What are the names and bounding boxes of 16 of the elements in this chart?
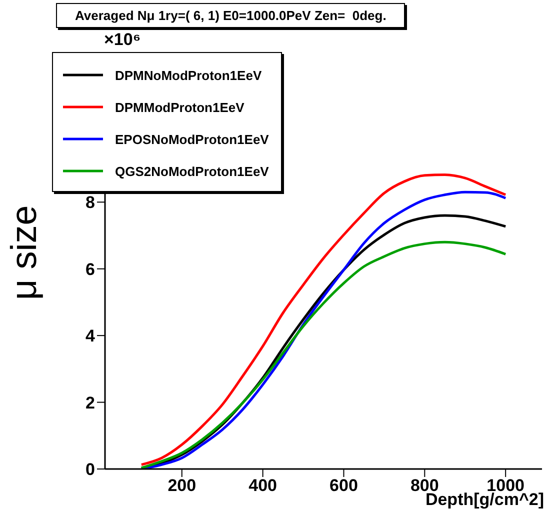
x-tick-label: 400 — [248, 476, 277, 496]
y-tick-label: 2 — [86, 393, 95, 412]
y-tick-label: 4 — [86, 326, 96, 346]
legend-label: DPMModProton1EeV — [115, 100, 244, 114]
y-tick-label: 6 — [86, 260, 95, 279]
y-axis-title: μ size — [2, 205, 45, 300]
legend-label: EPOSNoModProton1EeV — [115, 132, 269, 146]
text: ×10⁶ — [104, 30, 141, 50]
x-tick-label: 600 — [330, 476, 358, 496]
legend-label: DPMNoModProton1EeV — [115, 68, 262, 82]
y-tick-label: 0 — [86, 460, 95, 480]
chart-title: Averaged Nμ 1ry=( 6, 1) E0=1000.0PeV Zen= 0deg. — [56, 3, 406, 28]
x-axis-title: Depth[g/cm^2] — [425, 490, 544, 510]
legend-label: QGS2NoModProton1EeV — [115, 164, 269, 178]
x-tick-label: 200 — [168, 476, 196, 496]
y-tick-label: 8 — [86, 193, 95, 212]
